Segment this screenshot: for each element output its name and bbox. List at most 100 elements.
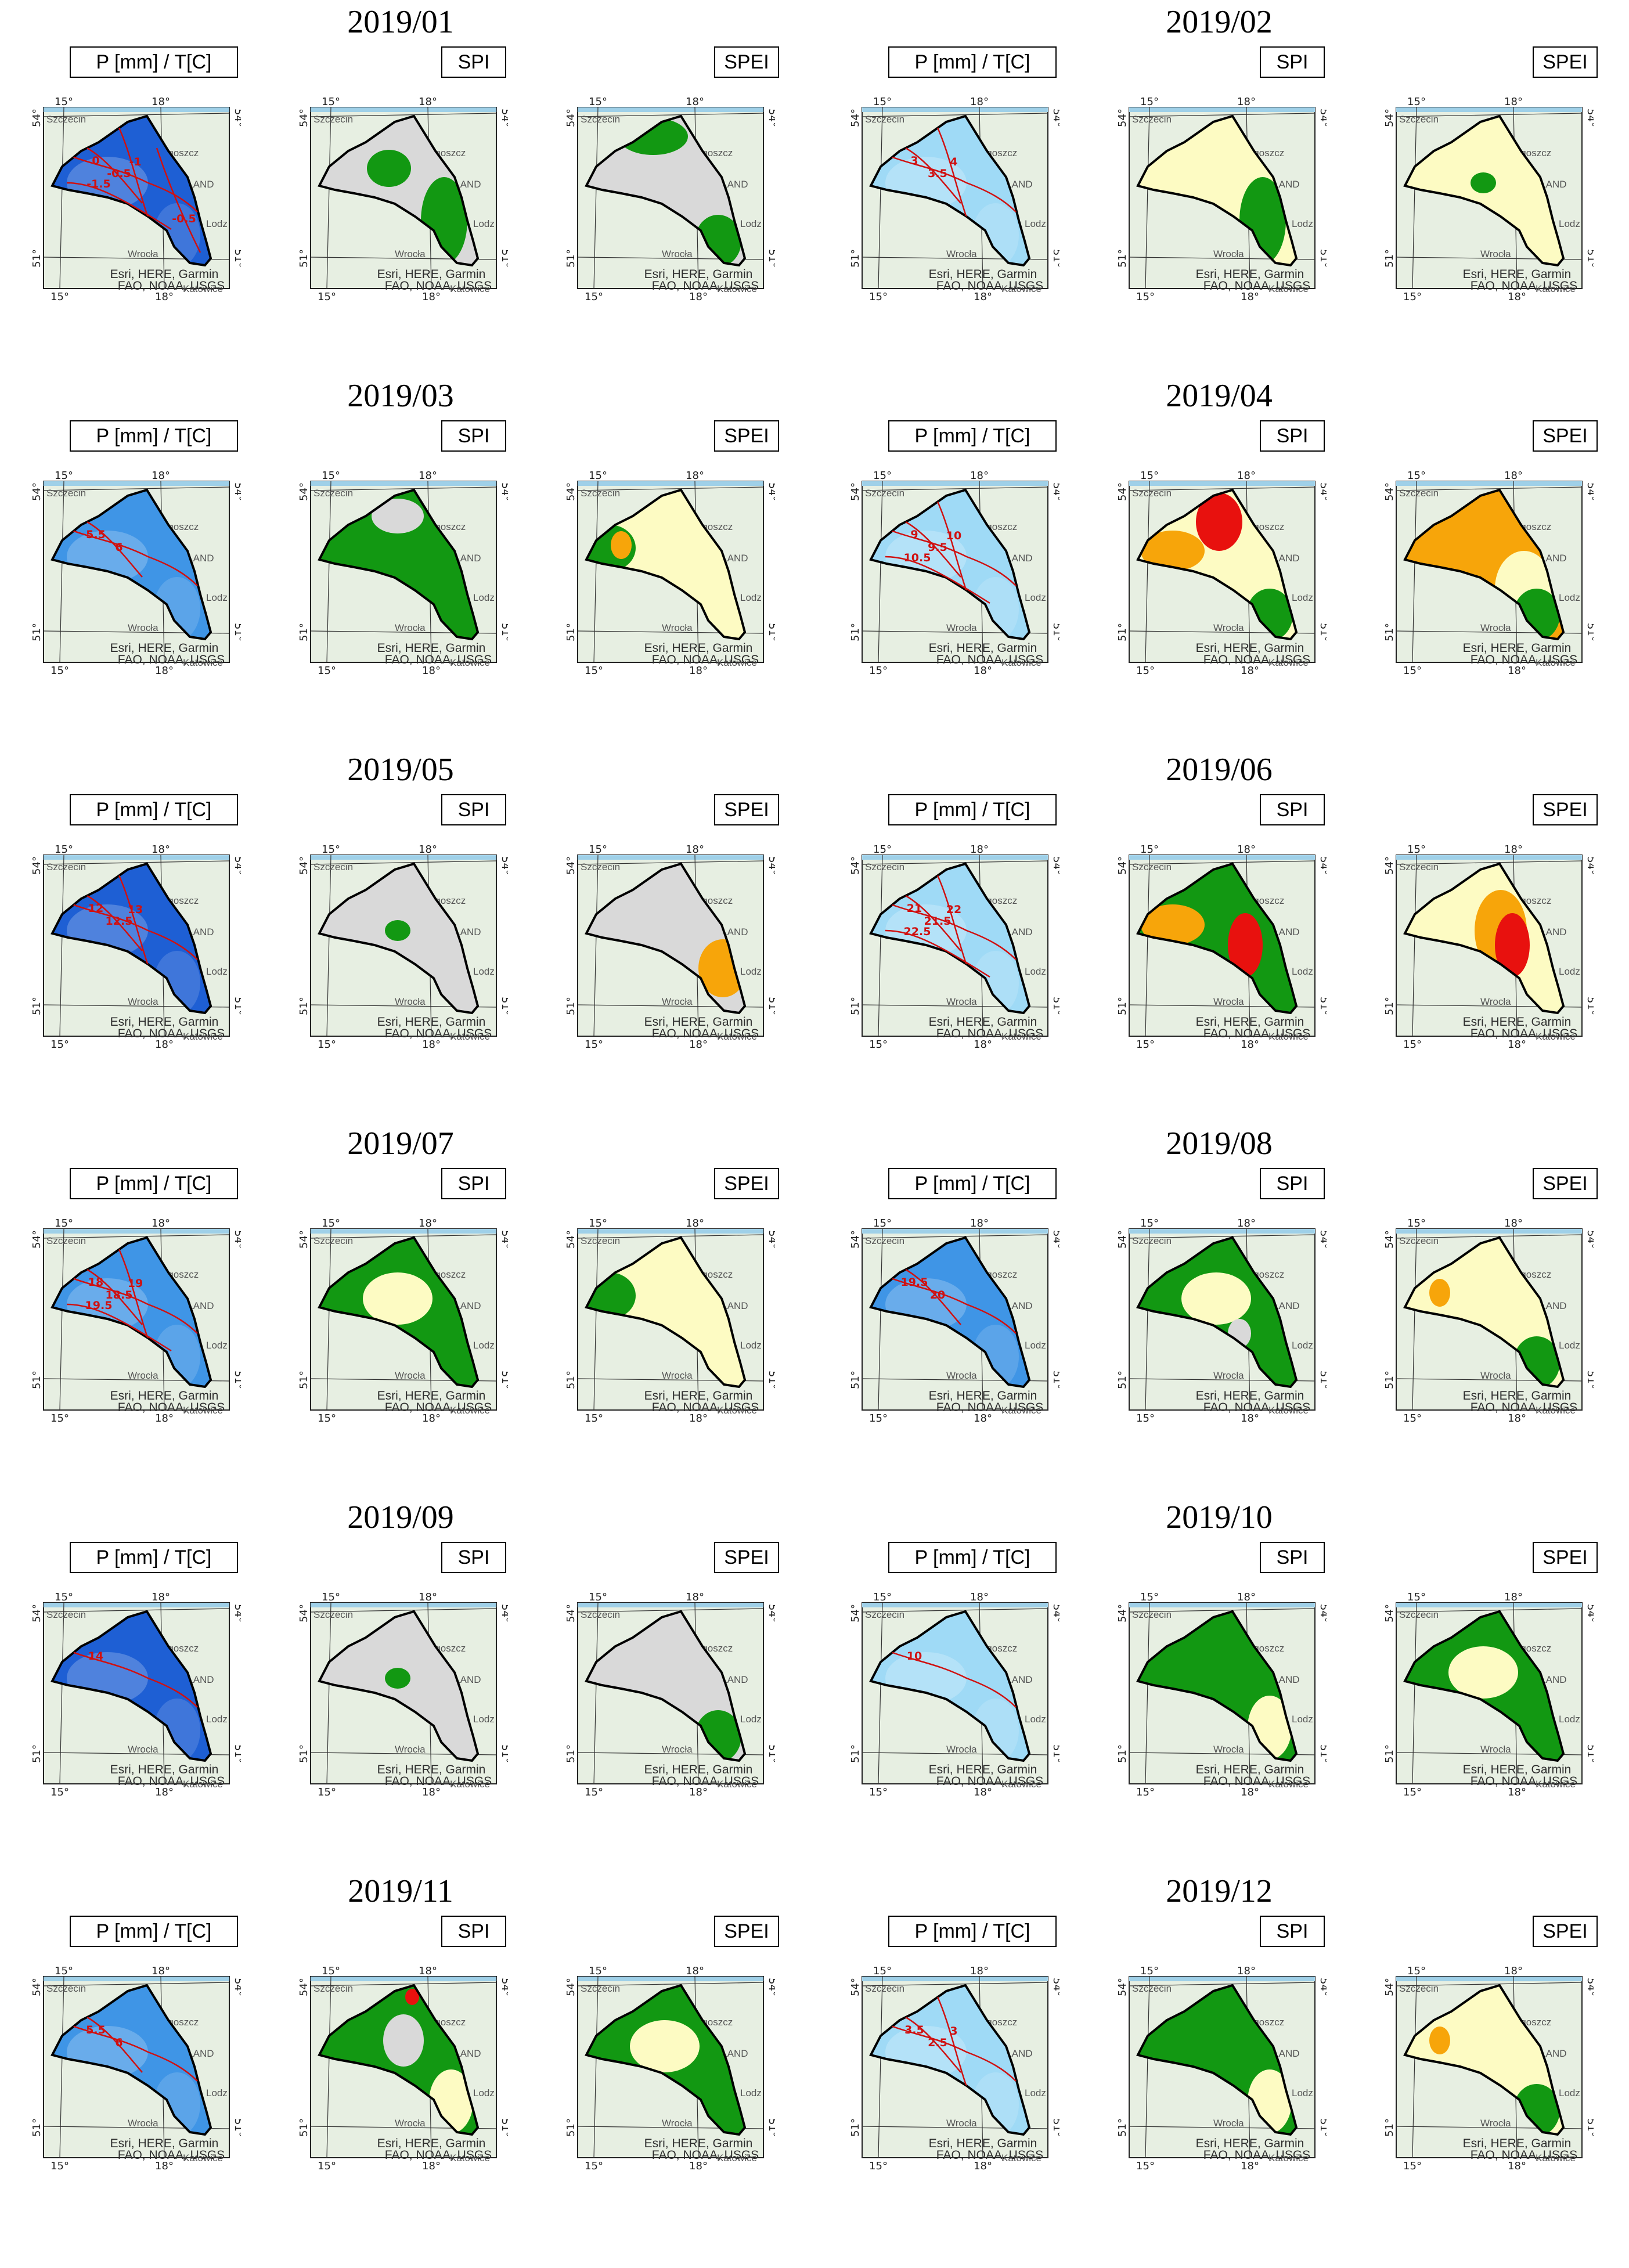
svg-text:15°: 15° xyxy=(1403,291,1422,303)
basin-outline xyxy=(51,1610,212,1762)
svg-text:54°: 54° xyxy=(1318,1978,1327,1996)
month-title: 2019/11 xyxy=(348,1873,453,1909)
map-credit: Esri, HERE, Garmin xyxy=(929,1015,1037,1029)
isoline-label: 3 xyxy=(910,154,918,167)
svg-text:18°: 18° xyxy=(974,2160,992,2172)
svg-text:51°: 51° xyxy=(232,1371,241,1389)
precip-temp-label: P [mm] / T[C] xyxy=(70,1916,238,1947)
map-credit: FAO, NOAA, USGS xyxy=(1203,1027,1310,1040)
month-title: 2019/12 xyxy=(1166,1873,1273,1909)
month-title: 2019/08 xyxy=(1166,1126,1273,1162)
svg-text:Szczecin: Szczecin xyxy=(1399,861,1439,872)
svg-text:51°: 51° xyxy=(499,997,508,1015)
svg-text:Szczecin: Szczecin xyxy=(313,1235,353,1246)
map-credit: FAO, NOAA, USGS xyxy=(1203,653,1310,666)
isoline xyxy=(72,903,198,960)
svg-text:18°: 18° xyxy=(155,291,174,303)
svg-text:Katowice: Katowice xyxy=(1536,1031,1576,1042)
spi-map-2019-01: 15° 18°15° 18°54°51°54°51°SzczecinBydgoszc… xyxy=(299,96,508,303)
svg-text:Lodz: Lodz xyxy=(1025,2087,1046,2098)
svg-text:15°: 15° xyxy=(51,1412,69,1425)
svg-text:15°: 15° xyxy=(1403,1786,1422,1798)
basin-outline xyxy=(585,1610,747,1762)
svg-text:54°: 54° xyxy=(32,856,43,875)
svg-text:18°: 18° xyxy=(974,1412,992,1425)
spi-map-2019-09: 15° 18°15° 18°54°51°54°51°SzczecinBydgoszc… xyxy=(299,1591,508,1798)
isoline-label: 19.5 xyxy=(901,1276,928,1289)
svg-text:51°: 51° xyxy=(566,1744,577,1763)
map-credit: Esri, HERE, Garmin xyxy=(110,268,219,281)
isoline-label: 10 xyxy=(907,1650,922,1663)
svg-text:51°: 51° xyxy=(499,249,508,268)
svg-text:15°: 15° xyxy=(585,1412,603,1425)
svg-text:Katowice: Katowice xyxy=(1536,2152,1576,2164)
svg-text:15°: 15° xyxy=(869,2160,888,2172)
basin-outline xyxy=(585,114,747,267)
isoline-label: -1 xyxy=(129,156,141,168)
isoline-label: 12 xyxy=(88,902,103,915)
isoline-label: 3 xyxy=(950,2025,957,2038)
basin-outline xyxy=(585,1236,747,1389)
svg-text:15°: 15° xyxy=(322,843,340,856)
temp-map-2019-05: 15° 18°15° 18°54°51°54°51°SzczecinBydgoszc… xyxy=(32,843,241,1051)
isoline xyxy=(936,127,968,218)
svg-text:Katowice: Katowice xyxy=(1001,1405,1041,1416)
svg-text:54°: 54° xyxy=(499,1230,508,1249)
svg-text:Katowice: Katowice xyxy=(1268,1405,1309,1416)
map-credit: FAO, NOAA, USGS xyxy=(1203,2148,1310,2162)
basin-outline xyxy=(585,488,747,641)
svg-text:18°: 18° xyxy=(1241,1786,1259,1798)
svg-text:54°: 54° xyxy=(1585,1604,1594,1622)
svg-text:Szczecin: Szczecin xyxy=(865,488,904,499)
svg-text:Lodz: Lodz xyxy=(206,218,228,229)
svg-text:51°: 51° xyxy=(1385,623,1396,641)
svg-text:54°: 54° xyxy=(499,856,508,875)
svg-text:54°: 54° xyxy=(1385,1604,1396,1622)
basin-outline xyxy=(869,1984,1031,2136)
svg-text:Szczecin: Szczecin xyxy=(581,488,620,499)
map-credit: Esri, HERE, Garmin xyxy=(644,268,753,281)
svg-text:15°: 15° xyxy=(1407,843,1426,856)
svg-text:Wrocła: Wrocła xyxy=(662,1370,693,1381)
svg-text:Szczecin: Szczecin xyxy=(865,861,904,872)
svg-text:Szczecin: Szczecin xyxy=(1399,1983,1439,1994)
svg-text:18°: 18° xyxy=(1241,2160,1259,2172)
precip-temp-label: P [mm] / T[C] xyxy=(888,1542,1057,1573)
svg-text:18°: 18° xyxy=(1237,96,1256,108)
svg-text:Lodz: Lodz xyxy=(1292,218,1313,229)
svg-text:Szczecin: Szczecin xyxy=(865,1983,904,1994)
svg-text:51°: 51° xyxy=(566,249,577,268)
svg-text:Katowice: Katowice xyxy=(1268,2152,1309,2164)
svg-text:18°: 18° xyxy=(1237,1591,1256,1603)
isoline xyxy=(905,1268,961,1325)
spi-class-dry-center xyxy=(1181,1272,1251,1325)
svg-text:18°: 18° xyxy=(152,470,170,482)
svg-text:15°: 15° xyxy=(322,1965,340,1977)
svg-text:Szczecin: Szczecin xyxy=(46,488,86,499)
svg-text:54°: 54° xyxy=(32,109,43,127)
isoline-label: 13 xyxy=(128,903,143,916)
spei-map-2019-01: 15° 18°15° 18°54°51°54°51°SzczecinBydgoszc… xyxy=(566,96,775,303)
map-credit: FAO, NOAA, USGS xyxy=(652,279,759,293)
svg-text:18°: 18° xyxy=(686,1591,704,1603)
basin-outline xyxy=(869,1610,1031,1762)
map-credit: FAO, NOAA, USGS xyxy=(936,1027,1043,1040)
map-credit: FAO, NOAA, USGS xyxy=(652,1401,759,1414)
svg-text:18°: 18° xyxy=(419,96,437,108)
svg-text:Lodz: Lodz xyxy=(740,966,762,977)
svg-text:18°: 18° xyxy=(1237,470,1256,482)
svg-text:Szczecin: Szczecin xyxy=(46,1609,86,1620)
spi-class-normal-north xyxy=(372,499,424,533)
isoline-label: 0 xyxy=(92,154,99,167)
svg-text:54°: 54° xyxy=(1118,856,1129,875)
svg-text:Szczecin: Szczecin xyxy=(865,1609,904,1620)
svg-text:Wrocła: Wrocła xyxy=(662,622,693,633)
svg-text:54°: 54° xyxy=(232,1604,241,1622)
precip-temp-label: P [mm] / T[C] xyxy=(888,46,1057,78)
map-credit: FAO, NOAA, USGS xyxy=(385,1401,492,1414)
spei-class-dry-center xyxy=(630,2020,700,2072)
svg-text:54°: 54° xyxy=(1051,109,1059,127)
svg-text:54°: 54° xyxy=(1585,856,1594,875)
svg-text:Katowice: Katowice xyxy=(450,283,490,294)
svg-text:18°: 18° xyxy=(970,470,989,482)
